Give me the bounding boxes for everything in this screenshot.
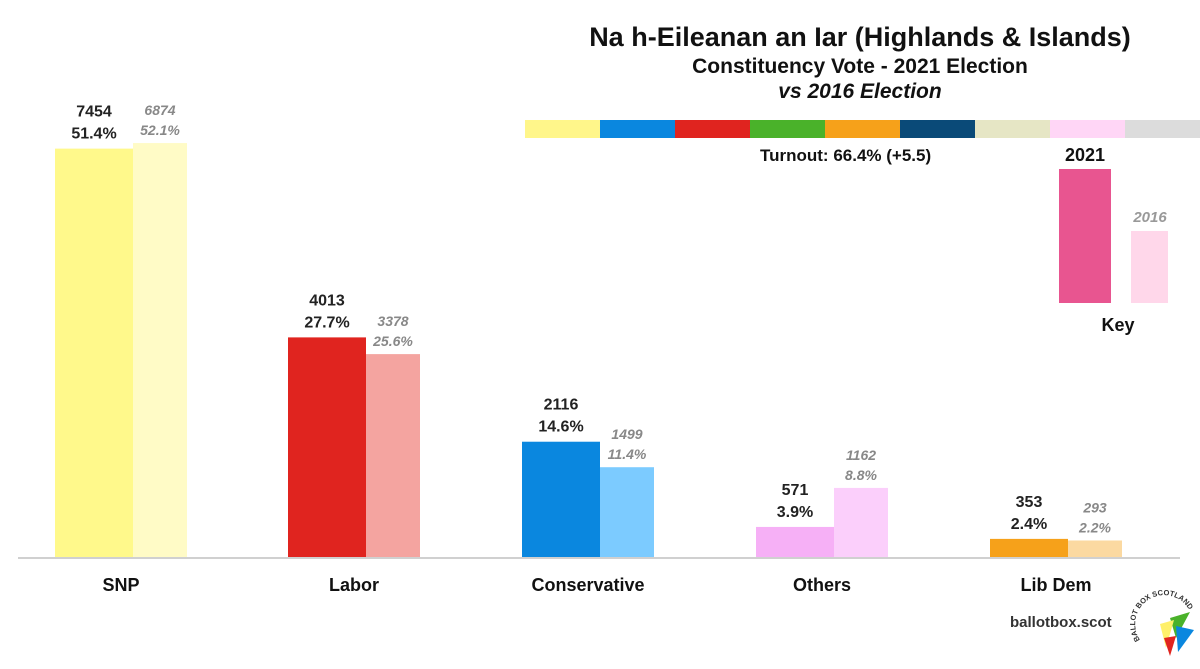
legend-key: 2021 2016 Key bbox=[1059, 145, 1168, 335]
value-label-2021-snp: 7454 bbox=[76, 104, 112, 121]
percent-label-2021-conservative: 14.6% bbox=[538, 419, 583, 436]
value-label-2016-others: 1162 bbox=[846, 447, 876, 463]
palette-swatch-6 bbox=[900, 120, 975, 138]
chart-comparison: vs 2016 Election bbox=[778, 80, 942, 103]
bar-2021-lib-dem bbox=[990, 538, 1068, 558]
value-label-2016-snp: 6874 bbox=[144, 102, 175, 118]
chart-subtitle: Constituency Vote - 2021 Election bbox=[692, 55, 1028, 78]
bar-2016-others bbox=[834, 487, 888, 558]
value-label-2021-conservative: 2116 bbox=[544, 397, 579, 414]
category-label-others: Others bbox=[793, 575, 851, 595]
key-label-2016: 2016 bbox=[1132, 209, 1167, 226]
bar-2021-snp bbox=[55, 148, 133, 558]
percent-label-2016-labor: 25.6% bbox=[372, 333, 413, 349]
labels-group: 7454 51.4% 6874 52.1% SNP 4013 27.7% 3378 25.6% L… bbox=[71, 102, 1111, 595]
percent-label-2021-lib-dem: 2.4% bbox=[1011, 516, 1047, 533]
key-title: Key bbox=[1101, 315, 1134, 335]
palette-strip bbox=[525, 120, 1200, 138]
category-label-lib-dem: Lib Dem bbox=[1020, 575, 1091, 595]
bar-2016-conservative bbox=[600, 467, 654, 558]
percent-label-2016-conservative: 11.4% bbox=[608, 446, 647, 462]
value-label-2021-lib-dem: 353 bbox=[1016, 494, 1043, 511]
key-swatch-2016 bbox=[1131, 231, 1168, 303]
value-label-2016-lib-dem: 293 bbox=[1082, 499, 1107, 515]
bar-2016-snp bbox=[133, 143, 187, 558]
value-label-2021-labor: 4013 bbox=[309, 292, 345, 309]
bar-2021-conservative bbox=[522, 441, 600, 558]
palette-swatch-3 bbox=[675, 120, 750, 138]
percent-label-2016-snp: 52.1% bbox=[140, 122, 180, 138]
bar-2021-others bbox=[756, 526, 834, 558]
chart-title: Na h-Eileanan an Iar (Highlands & Island… bbox=[589, 22, 1131, 52]
palette-swatch-4 bbox=[750, 120, 825, 138]
palette-swatch-2 bbox=[600, 120, 675, 138]
category-label-labor: Labor bbox=[329, 575, 379, 595]
value-label-2021-others: 571 bbox=[782, 482, 809, 499]
bars-group bbox=[55, 143, 1122, 558]
category-label-conservative: Conservative bbox=[531, 575, 644, 595]
credit-text: ballotbox.scot bbox=[1010, 614, 1112, 631]
key-label-2021: 2021 bbox=[1065, 145, 1105, 165]
percent-label-2021-others: 3.9% bbox=[777, 504, 813, 521]
percent-label-2016-lib-dem: 2.2% bbox=[1078, 519, 1111, 535]
percent-label-2021-labor: 27.7% bbox=[304, 314, 349, 331]
ballot-box-scotland-logo: BALLOT BOX SCOTLAND bbox=[1130, 590, 1195, 656]
value-label-2016-conservative: 1499 bbox=[611, 426, 642, 442]
palette-swatch-9 bbox=[1125, 120, 1200, 138]
percent-label-2021-snp: 51.4% bbox=[71, 126, 116, 143]
turnout-label: Turnout: 66.4% (+5.5) bbox=[760, 146, 932, 165]
key-swatch-2021 bbox=[1059, 169, 1111, 303]
percent-label-2016-others: 8.8% bbox=[845, 467, 877, 483]
palette-swatch-1 bbox=[525, 120, 600, 138]
palette-swatch-7 bbox=[975, 120, 1050, 138]
bar-2016-lib-dem bbox=[1068, 540, 1122, 558]
category-label-snp: SNP bbox=[102, 575, 139, 595]
bar-2016-labor bbox=[366, 354, 420, 558]
palette-swatch-8 bbox=[1050, 120, 1125, 138]
value-label-2016-labor: 3378 bbox=[377, 313, 408, 329]
bar-2021-labor bbox=[288, 337, 366, 558]
palette-swatch-5 bbox=[825, 120, 900, 138]
